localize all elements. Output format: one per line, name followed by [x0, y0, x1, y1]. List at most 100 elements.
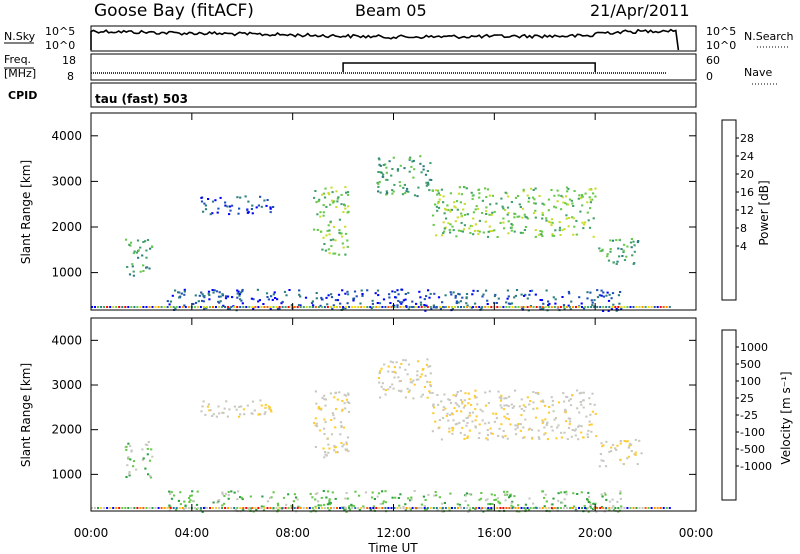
scatter-cell	[602, 444, 605, 447]
ground-cell	[326, 306, 329, 308]
scatter-cell	[203, 295, 206, 297]
scatter-cell	[434, 420, 437, 423]
ground-cell	[478, 507, 481, 509]
scatter-cell	[455, 393, 458, 396]
scatter-cell	[216, 211, 219, 214]
ground-cell	[187, 306, 190, 308]
ground-cell	[641, 306, 644, 308]
scatter-cell	[609, 250, 612, 253]
scatter-cell	[335, 391, 338, 394]
ground-cell	[230, 507, 233, 509]
ground-cell	[565, 306, 568, 308]
scatter-cell	[453, 201, 456, 204]
y-tick-label: 3000	[51, 378, 82, 392]
scatter-cell	[485, 499, 488, 502]
ground-cell	[293, 507, 296, 509]
scatter-cell	[538, 233, 541, 236]
scatter-cell	[465, 297, 468, 300]
scatter-cell	[532, 391, 535, 394]
ground-cell	[372, 306, 375, 308]
scatter-cell	[557, 401, 561, 404]
scatter-cell	[204, 413, 207, 416]
scatter-cell	[406, 387, 409, 390]
scatter-cell	[352, 297, 356, 300]
scatter-cell	[460, 193, 463, 196]
scatter-cell	[584, 221, 587, 224]
scatter-cell	[612, 261, 615, 264]
scatter-cell	[602, 295, 605, 298]
ground-cell	[496, 507, 499, 509]
scatter-cell	[586, 498, 589, 501]
ground-cell	[193, 507, 196, 509]
scatter-cell	[433, 494, 436, 497]
scatter-cell	[322, 236, 325, 239]
scatter-cell	[128, 471, 131, 473]
scatter-cell	[474, 389, 477, 392]
scatter-cell	[559, 234, 562, 236]
scatter-cell	[469, 224, 472, 227]
scatter-cell	[479, 497, 483, 500]
scatter-cell	[623, 259, 627, 261]
scatter-cell	[400, 302, 403, 305]
scatter-cell	[316, 229, 319, 231]
scatter-cell	[606, 255, 609, 258]
scatter-cell	[525, 216, 528, 219]
scatter-cell	[208, 409, 211, 412]
ground-cell	[248, 306, 251, 308]
ground-cell	[532, 507, 535, 509]
ground-cell	[596, 306, 599, 308]
ground-cell	[206, 507, 208, 509]
colorbar-tick-label: 1000	[740, 341, 768, 354]
scatter-cell	[587, 219, 590, 222]
scatter-cell	[440, 438, 443, 441]
scatter-cell	[506, 490, 509, 493]
scatter-cell	[473, 229, 477, 232]
scatter-cell	[237, 212, 240, 215]
scatter-cell	[255, 508, 258, 511]
scatter-cell	[547, 220, 550, 223]
scatter-cell	[472, 211, 475, 214]
scatter-cell	[174, 307, 177, 310]
scatter-cell	[524, 503, 527, 506]
scatter-cell	[201, 299, 204, 302]
scatter-cell	[261, 495, 264, 498]
scatter-cell	[328, 252, 331, 255]
scatter-cell	[530, 428, 534, 431]
scatter-cell	[401, 301, 404, 304]
scatter-cell	[590, 423, 593, 426]
scatter-cell	[446, 412, 449, 415]
scatter-cell	[565, 420, 568, 423]
scatter-cell	[541, 422, 544, 425]
scatter-cell	[238, 294, 241, 297]
ground-cell	[381, 507, 384, 509]
scatter-cell	[132, 252, 135, 255]
scatter-cell	[551, 503, 554, 506]
scatter-cell	[626, 457, 629, 460]
ground-cell	[402, 507, 405, 509]
ground-cell	[130, 507, 133, 509]
scatter-cell	[144, 467, 147, 470]
scatter-cell	[588, 397, 591, 400]
ground-cell	[378, 507, 381, 509]
scatter-cell	[638, 439, 641, 442]
scatter-cell	[292, 500, 295, 503]
scatter-cell	[211, 212, 214, 215]
scatter-cell	[327, 248, 330, 251]
scatter-cell	[168, 504, 171, 507]
scatter-cell	[391, 189, 394, 192]
scatter-cell	[586, 201, 589, 204]
scatter-cell	[503, 227, 506, 230]
scatter-cell	[224, 297, 228, 300]
scatter-cell	[451, 413, 454, 416]
scatter-cell	[362, 505, 365, 508]
scatter-cell	[227, 497, 230, 500]
ground-cell	[650, 306, 653, 308]
scatter-cell	[222, 304, 225, 307]
ground-cell	[517, 306, 520, 308]
y-tick-label: 4000	[51, 333, 82, 347]
ground-cell	[97, 306, 99, 308]
scatter-cell	[552, 410, 555, 413]
scatter-cell	[366, 289, 369, 292]
scatter-cell	[322, 447, 325, 450]
scatter-cell	[611, 443, 615, 446]
